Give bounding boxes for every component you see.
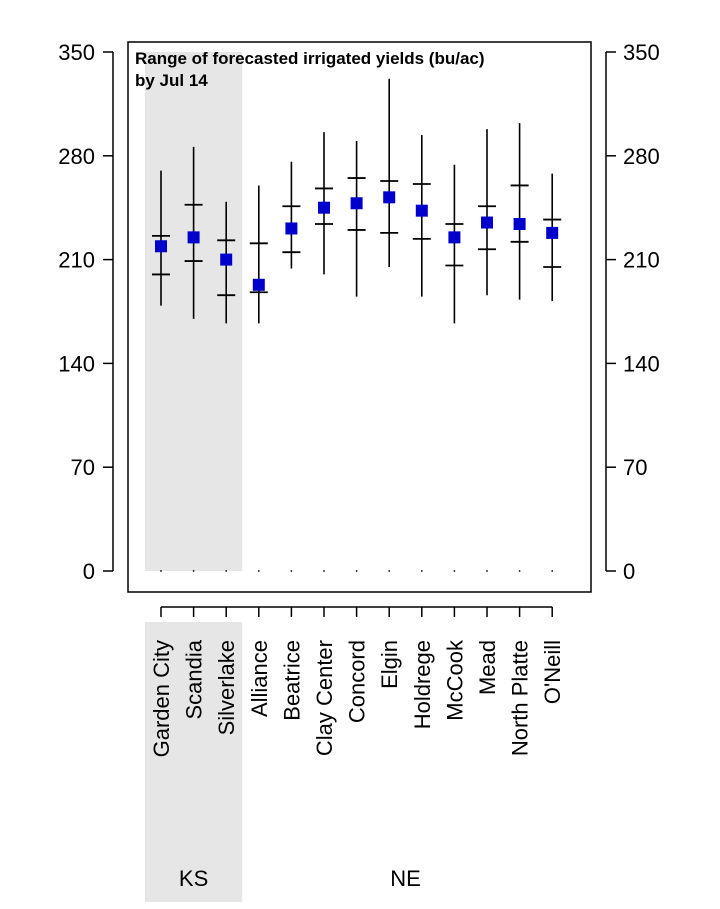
baseline-dot: [388, 570, 391, 572]
median-point: [155, 240, 167, 253]
left-y-axis: 0 70 140 210 280 350: [58, 40, 114, 584]
category-label: Concord: [345, 640, 370, 723]
category-label: Mead: [475, 640, 500, 695]
group-shade-labels-0: [145, 622, 243, 902]
category-label: North Platte: [508, 640, 533, 756]
category-label: Elgin: [377, 640, 402, 689]
category-label: McCook: [442, 639, 467, 721]
right-y-axis: 0 70 140 210 280 350: [605, 40, 660, 584]
chart-title-line-2: by Jul 14: [135, 71, 208, 90]
category-label: Garden City: [149, 640, 174, 757]
median-point: [513, 218, 526, 231]
right-tick-label: 350: [623, 40, 660, 65]
category-label: O'Neill: [540, 640, 565, 704]
category-label: Scandia: [182, 639, 207, 719]
baseline-dot: [225, 570, 228, 572]
median-point: [285, 222, 298, 235]
median-point: [252, 278, 265, 291]
baseline-dot: [160, 570, 162, 572]
median-point: [448, 231, 461, 244]
median-point: [187, 231, 200, 244]
median-point: [415, 204, 428, 217]
right-tick-label: 210: [623, 248, 660, 273]
category-label: Clay Center: [312, 640, 337, 756]
right-tick-label: 0: [623, 559, 635, 584]
left-tick-label: 210: [58, 248, 95, 273]
median-point: [481, 216, 493, 229]
category-label: Alliance: [247, 640, 272, 717]
baseline-dot: [257, 570, 260, 572]
right-tick-label: 140: [623, 351, 660, 376]
baseline-dot: [355, 570, 358, 572]
left-tick-label: 280: [58, 144, 95, 169]
category-label: Silverlake: [214, 640, 239, 735]
baseline-dot: [453, 570, 456, 572]
baseline-dot: [420, 570, 423, 572]
left-tick-label: 140: [58, 351, 95, 376]
left-tick-label: 70: [71, 455, 95, 480]
category-labels: Garden City Scandia Silverlake Alliance Beat…: [149, 639, 565, 757]
baseline-dot: [551, 570, 554, 572]
right-tick-label: 70: [623, 455, 647, 480]
chart-title-line-1: Range of forecasted irrigated yields (bu…: [135, 49, 485, 68]
baseline-dot: [290, 570, 293, 572]
category-label: Beatrice: [279, 640, 304, 721]
baseline-dot: [486, 570, 488, 572]
group-label: KS: [179, 866, 208, 891]
median-point: [350, 197, 363, 210]
group-labels: KS NE: [179, 866, 421, 891]
median-point: [383, 191, 396, 204]
baseline-dot: [323, 570, 325, 572]
median-point: [318, 201, 330, 214]
plot-frame: [127, 41, 592, 593]
right-tick-label: 280: [623, 144, 660, 169]
left-tick-label: 0: [83, 559, 95, 584]
data-marks: [152, 78, 562, 324]
baseline-dot: [518, 570, 521, 572]
baseline-dot: [192, 570, 195, 572]
bottom-x-axis: [160, 570, 554, 617]
group-label: NE: [390, 866, 421, 891]
median-point: [546, 226, 559, 239]
category-label: Holdrege: [410, 640, 435, 729]
median-point: [220, 253, 233, 266]
left-tick-label: 350: [58, 40, 95, 65]
